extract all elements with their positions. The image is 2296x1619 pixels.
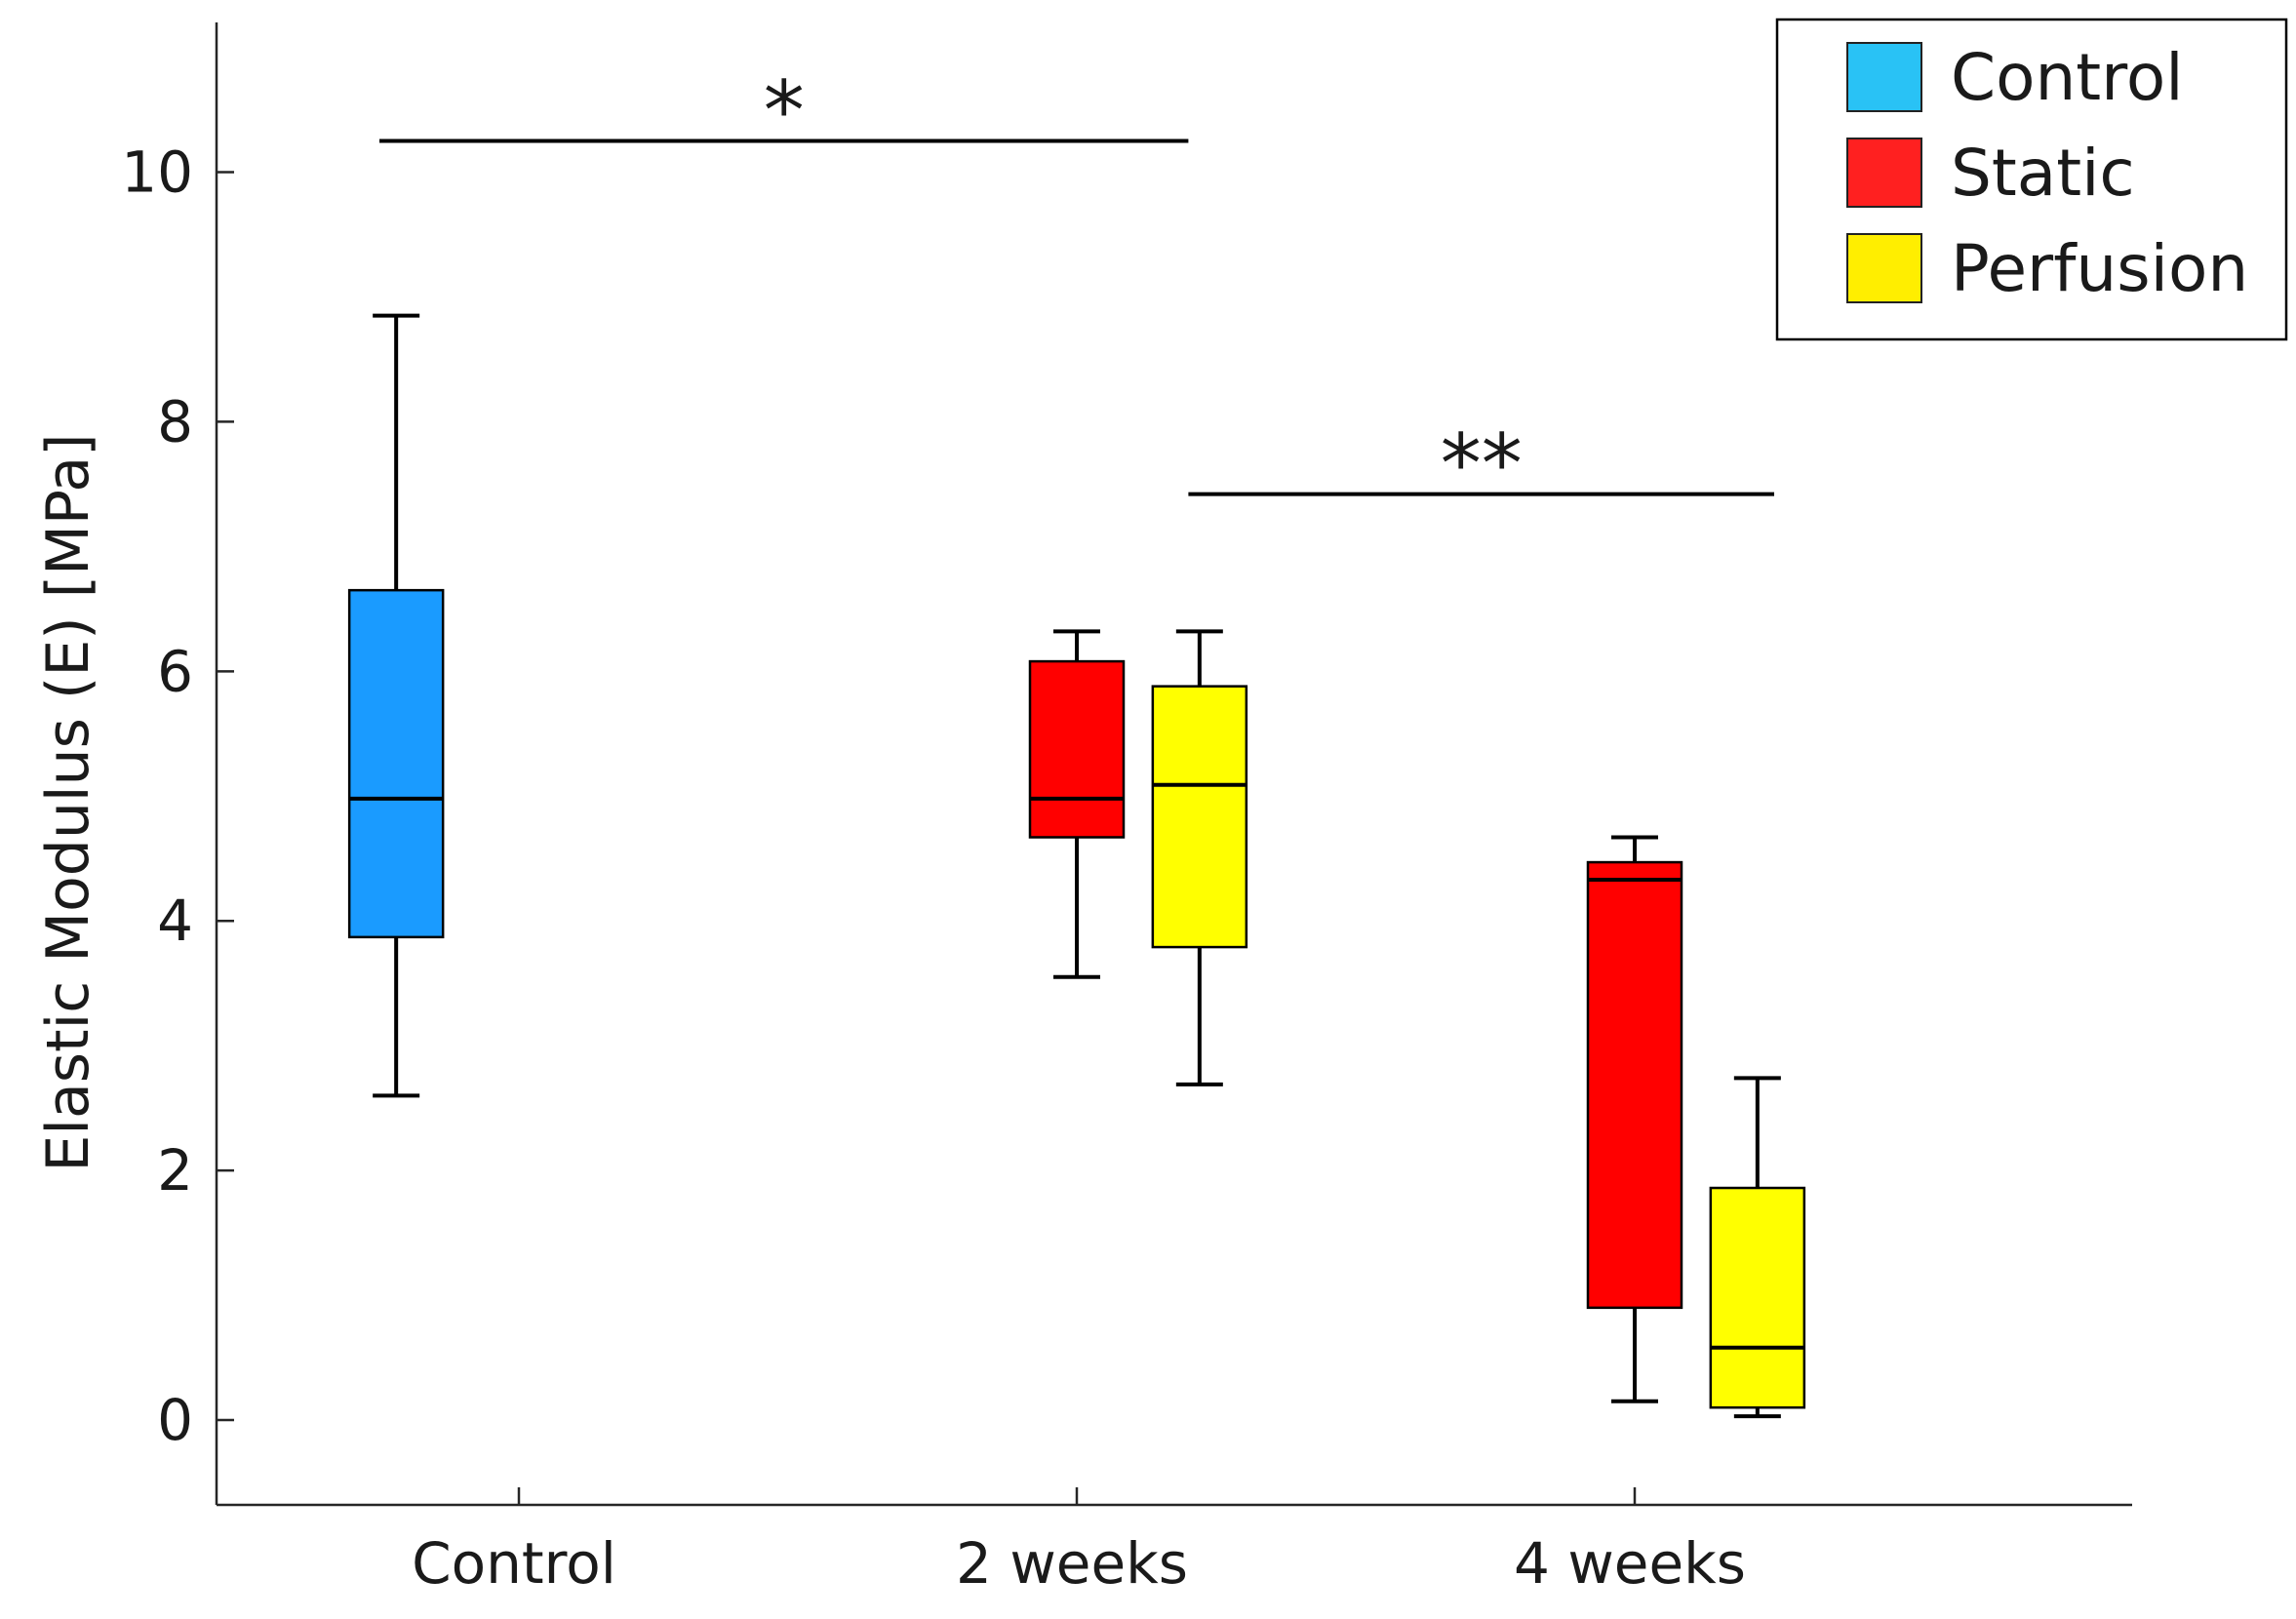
box-iqr — [1028, 659, 1126, 839]
legend: Control Static Perfusion — [1775, 18, 2288, 341]
box-iqr — [347, 588, 445, 939]
box-plot — [1028, 629, 1126, 979]
legend-entry-label: Perfusion — [1951, 231, 2248, 306]
box-iqr — [1709, 1186, 1806, 1409]
significance-label: * — [764, 63, 805, 159]
y-tick-label: 10 — [121, 139, 193, 206]
y-tick-label: 8 — [157, 388, 193, 454]
y-tick-label: 0 — [157, 1387, 193, 1453]
x-tick-label: Control — [412, 1530, 616, 1597]
axes: 0 2 4 6 8 10 Control 2 weeks 4 weeks Elastic Modu… — [34, 22, 2132, 1597]
legend-swatch — [1846, 233, 1922, 303]
y-tick-label: 4 — [157, 888, 193, 954]
box-iqr — [1586, 860, 1683, 1310]
box-plot — [1586, 835, 1683, 1403]
legend-swatch — [1846, 42, 1922, 112]
legend-entry-label: Control — [1951, 40, 2184, 115]
legend-entry-label: Static — [1951, 136, 2135, 211]
significance-label: ** — [1441, 416, 1523, 512]
box-plot-groups — [347, 313, 1806, 1419]
y-axis-label: Elastic Modulus (E) [MPa] — [34, 433, 102, 1171]
box-iqr — [1151, 685, 1248, 949]
legend-swatch — [1846, 138, 1922, 208]
box-plot — [347, 313, 445, 1098]
x-tick-label: 4 weeks — [1514, 1530, 1746, 1597]
x-tick-label: 2 weeks — [956, 1530, 1188, 1597]
significance-bars: *** — [379, 63, 1774, 512]
y-tick-label: 6 — [157, 638, 193, 704]
box-plot — [1709, 1076, 1806, 1419]
box-plot — [1151, 629, 1248, 1086]
y-tick-label: 2 — [157, 1137, 193, 1204]
